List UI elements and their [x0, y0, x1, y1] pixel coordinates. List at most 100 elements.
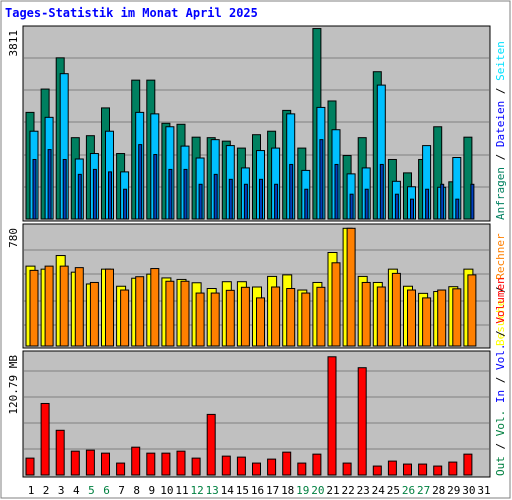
bar-seiten-day-15	[243, 183, 248, 220]
bar-volumen-day-8	[131, 446, 141, 476]
bar-seiten-day-3	[62, 158, 67, 220]
legend-part-rl2-2: Rechner	[494, 233, 507, 286]
bar-rechner-day-26	[407, 289, 416, 347]
legend-part-rl1-2: Dateien	[494, 101, 507, 154]
bar-rechner-day-6	[105, 268, 114, 347]
day-label-10: 10	[160, 484, 173, 497]
bar-volumen-day-16	[252, 462, 261, 476]
bar-volumen-day-2	[40, 402, 50, 476]
bar-rechner-day-30	[467, 274, 477, 347]
bar-volumen-day-29	[448, 461, 458, 476]
visits-ymax-label: 780	[7, 228, 20, 248]
day-label-8: 8	[133, 484, 140, 497]
bar-volumen-day-9	[146, 452, 156, 476]
bar-anfragen-day-30	[463, 136, 473, 220]
bar-volumen-day-4	[70, 450, 80, 476]
day-label-6: 6	[103, 484, 110, 497]
volume-ymax-label: 120.79 MB	[7, 355, 20, 415]
requests-legend: Anfragen / Dateien / Seiten	[494, 41, 507, 220]
bar-volumen-day-1	[25, 457, 35, 476]
bar-seiten-day-24	[379, 163, 384, 220]
day-label-3: 3	[58, 484, 65, 497]
chart-title: Tages-Statistik im Monat April 2025	[5, 6, 258, 20]
bar-volumen-day-25	[387, 460, 397, 476]
day-label-30: 30	[462, 484, 475, 497]
day-label-13: 13	[206, 484, 219, 497]
day-label-22: 22	[341, 484, 354, 497]
bar-volumen-day-11	[176, 450, 186, 476]
bar-volumen-day-18	[282, 451, 292, 476]
day-label-31: 31	[477, 484, 490, 497]
day-label-1: 1	[28, 484, 35, 497]
bar-rechner-day-1	[29, 269, 39, 347]
bar-seiten-day-30	[470, 183, 475, 220]
bar-volumen-day-19	[297, 462, 307, 476]
bar-rechner-day-19	[301, 292, 311, 347]
day-label-12: 12	[190, 484, 203, 497]
day-label-9: 9	[148, 484, 155, 497]
bar-seiten-day-1	[32, 158, 37, 220]
bar-seiten-day-5	[92, 168, 97, 220]
bar-volumen-day-28	[433, 465, 443, 476]
bar-rechner-day-17	[271, 286, 281, 347]
bar-seiten-day-22	[349, 193, 354, 220]
bar-seiten-day-17	[274, 183, 279, 220]
bar-rechner-day-27	[422, 297, 432, 347]
bar-rechner-day-21	[331, 262, 341, 347]
bar-rechner-day-4	[74, 267, 84, 347]
day-label-2: 2	[43, 484, 50, 497]
bar-seiten-day-20	[319, 139, 324, 220]
day-label-17: 17	[266, 484, 279, 497]
day-label-18: 18	[281, 484, 294, 497]
bar-rechner-day-14	[225, 289, 235, 347]
legend-part-rl1-0: Anfragen	[494, 167, 507, 220]
requests-ymax-label: 3811	[7, 30, 20, 57]
bar-volumen-day-30	[463, 453, 473, 476]
legend-part-rl1-3: /	[494, 88, 507, 101]
bar-seiten-day-23	[364, 188, 369, 220]
legend-part-rl1-1: /	[494, 154, 507, 167]
bar-seiten-day-21	[334, 163, 339, 220]
bar-volumen-day-17	[267, 458, 277, 476]
day-label-26: 26	[402, 484, 415, 497]
day-label-16: 16	[251, 484, 264, 497]
bar-volumen-day-21	[327, 356, 337, 476]
bar-seiten-day-2	[47, 149, 52, 220]
bar-seiten-day-29	[455, 198, 460, 220]
bar-seiten-day-11	[183, 168, 188, 220]
bar-volumen-day-20	[312, 453, 322, 476]
visits-legend: Besuche / Rechner	[494, 233, 507, 346]
bar-rechner-day-23	[361, 281, 371, 347]
bar-rechner-day-15	[240, 286, 250, 347]
bar-seiten-day-12	[198, 183, 203, 220]
day-label-25: 25	[387, 484, 400, 497]
day-label-5: 5	[88, 484, 95, 497]
volume-panel	[22, 350, 491, 478]
bar-rechner-day-28	[437, 289, 447, 347]
bar-seiten-day-13	[213, 173, 218, 220]
bar-rechner-day-12	[195, 292, 205, 347]
bar-volumen-day-10	[161, 452, 171, 476]
bar-seiten-day-14	[228, 178, 233, 220]
day-label-14: 14	[221, 484, 235, 497]
legend-part-rl3-5: Vol.	[494, 344, 507, 377]
day-labels: 1 2 3 4 5 6 7 8 9 10 11 12 13 14 15 16 17 18 19 20 21 22 23 24 2…	[28, 484, 491, 497]
bar-rechner-day-29	[452, 288, 462, 347]
bar-rechner-day-3	[59, 265, 69, 347]
bar-rechner-day-16	[256, 297, 265, 347]
bar-volumen-day-13	[206, 413, 216, 476]
bar-seiten-day-18	[289, 163, 294, 220]
bars	[25, 28, 477, 476]
day-label-29: 29	[447, 484, 460, 497]
day-label-7: 7	[118, 484, 125, 497]
bar-seiten-day-7	[123, 188, 128, 220]
day-label-11: 11	[175, 484, 188, 497]
bar-rechner-day-18	[286, 288, 296, 347]
bar-volumen-day-3	[55, 429, 65, 476]
bar-rechner-day-11	[180, 280, 190, 347]
bar-seiten-day-16	[259, 178, 263, 220]
bar-seiten-day-26	[410, 198, 414, 220]
day-label-15: 15	[236, 484, 249, 497]
